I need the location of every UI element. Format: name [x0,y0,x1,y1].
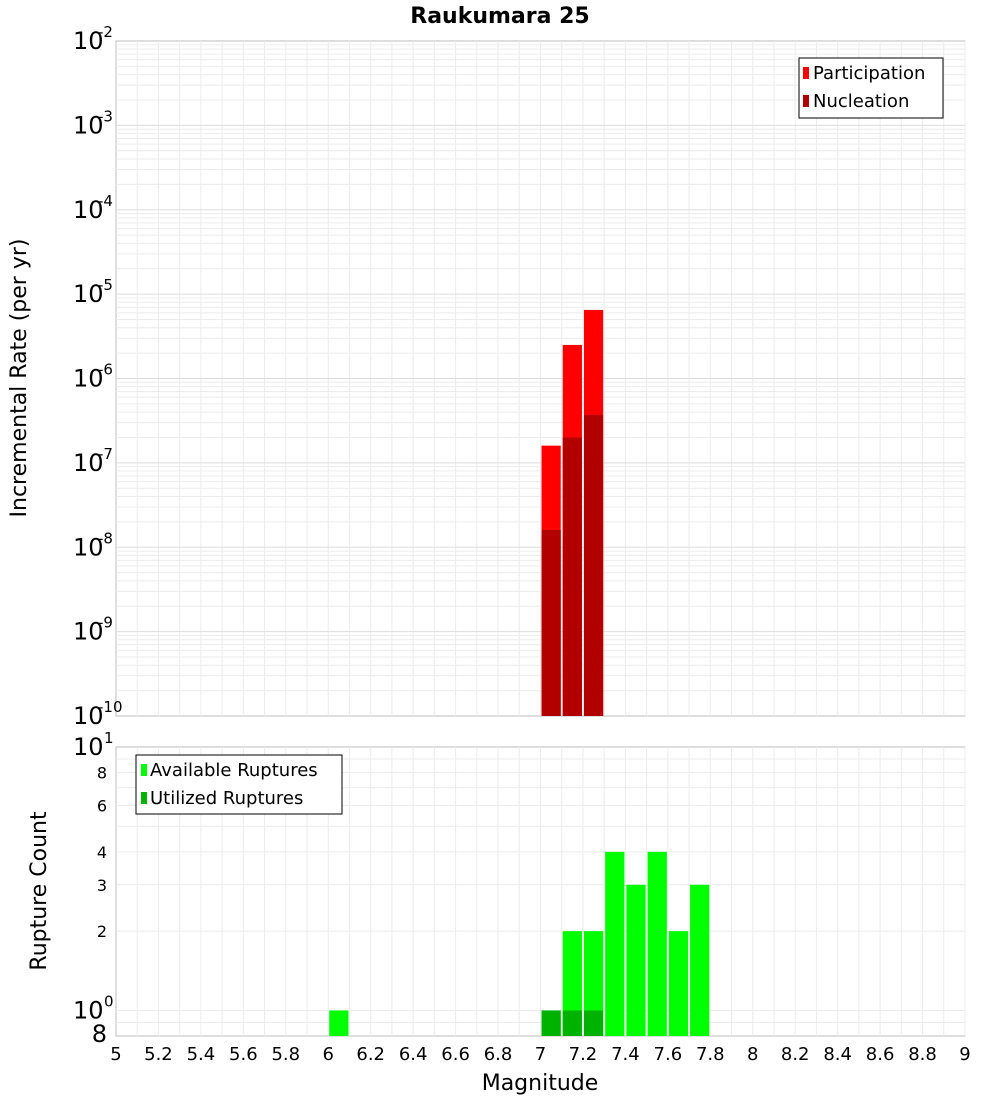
legend-swatch-participation [803,67,809,79]
x-ticks: 5 5.2 5.4 5.6 5.8 6 6.2 6.4 6.6 6.8 7 7.2 7.4 7.6 7.8 8… [110,1044,970,1065]
x-tick-label: 8.6 [866,1044,895,1065]
count-legend-box [135,754,343,815]
count-bar-a [668,931,689,1036]
rate-y-tick-label: 10 [73,702,104,730]
count-y-tick-label: 8 [92,1020,107,1048]
rate-y-tick-exponent: -5 [98,276,113,294]
count-y-tick-label: 8 [97,764,107,783]
count-bar-b [562,1010,582,1036]
count-legend: Available Ruptures Utilized Ruptures [135,754,343,815]
x-tick-label: 8.4 [823,1044,852,1065]
chart-title: Raukumara 25 [410,4,589,29]
rate-legend-box [798,57,944,119]
rate-y-axis-label: Incremental Rate (per yr) [7,239,32,518]
legend-label-participation: Participation [813,63,925,84]
count-bar-a [690,884,710,1036]
rate-y-tick-label: 10 [73,196,104,224]
rate-y-tick-exponent: -9 [98,614,113,632]
count-bar-a [626,884,646,1036]
x-tick-label: 8.8 [908,1044,937,1065]
count-y-axis-label: Rupture Count [27,811,52,971]
x-tick-label: 8 [747,1044,758,1065]
x-tick-label: 8.2 [781,1044,810,1065]
count-bar-b [583,1010,604,1036]
rate-y-tick-label: 10 [73,111,104,139]
x-tick-label: 5.4 [187,1044,216,1065]
x-tick-label: 6.8 [484,1044,513,1065]
count-y-tick-label: 2 [97,922,107,941]
count-bar-a [583,931,604,1036]
count-y-tick-label: 10 [73,996,104,1024]
x-tick-label: 6.2 [356,1044,385,1065]
x-tick-label: 6.6 [441,1044,470,1065]
rate-y-tick-exponent: -6 [98,361,113,379]
count-y-tick-exponent: 1 [104,729,114,747]
x-tick-label: 7.8 [696,1044,725,1065]
rate-legend: Participation Nucleation [798,57,944,119]
x-tick-label: 7.2 [569,1044,598,1065]
legend-swatch-nucleation [803,95,809,107]
rate-y-tick-exponent: -2 [98,23,113,41]
legend-label-nucleation: Nucleation [813,91,909,112]
count-bar-a [329,1010,349,1036]
count-y-tick-label: 6 [97,796,107,815]
count-bar-a [605,851,625,1036]
count-y-tick-label: 10 [73,733,104,761]
count-bar-a [647,851,667,1036]
rate-y-tick-label: 10 [73,618,104,646]
count-y-tick-label: 3 [97,876,107,895]
rate-y-tick-label: 10 [73,280,104,308]
count-bars [329,851,710,1036]
legend-swatch-available [141,764,147,776]
count-y-tick-label: 4 [97,843,107,862]
count-y-tick-exponent: 0 [104,992,114,1010]
rate-y-tick-exponent: -7 [98,445,113,463]
x-tick-label: 7.4 [611,1044,640,1065]
rate-bar-b [562,437,582,716]
rate-bars [541,309,604,716]
x-tick-label: 5.2 [144,1044,173,1065]
legend-label-utilized: Utilized Ruptures [150,788,303,809]
x-tick-label: 7 [535,1044,546,1065]
rate-y-tick-label: 10 [73,27,104,55]
rate-y-tick-exponent: -10 [98,698,123,716]
rate-y-tick-label: 10 [73,365,104,393]
count-bar-b [541,1010,561,1036]
rate-y-tick-exponent: -8 [98,529,113,547]
rate-y-tick-label: 10 [73,449,104,477]
count-bar-a [562,931,582,1036]
x-tick-label: 9 [959,1044,970,1065]
legend-label-available: Available Ruptures [150,760,318,781]
rate-gridlines [116,41,966,716]
x-tick-label: 5.6 [229,1044,258,1065]
x-tick-label: 6.4 [399,1044,428,1065]
rate-y-tick-label: 10 [73,533,104,561]
rate-y-tick-exponent: -3 [98,107,113,125]
rate-y-tick-exponent: -4 [98,192,113,210]
legend-swatch-utilized [141,792,147,804]
x-tick-label: 5 [110,1044,121,1065]
x-axis-label: Magnitude [482,1071,599,1096]
x-tick-label: 6 [323,1044,334,1065]
rate-bar-b [583,414,604,716]
rate-bar-b [541,530,561,716]
x-tick-label: 7.6 [654,1044,683,1065]
x-tick-label: 5.8 [271,1044,300,1065]
